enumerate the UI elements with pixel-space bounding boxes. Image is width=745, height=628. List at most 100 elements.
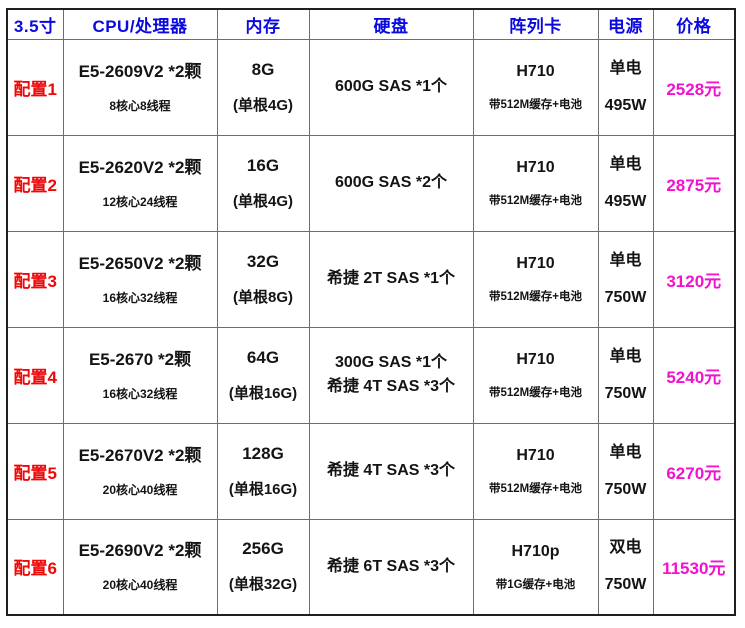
cpu-cell: E5-2670V2 *2颗 20核心40线程 [62,422,218,520]
psu-type: 单电 [609,155,642,173]
psu-type: 单电 [609,59,642,77]
disk-cell: 希捷 2T SAS *1个 [308,230,474,328]
disk-cell: 希捷 4T SAS *3个 [308,422,474,520]
ram-stick-size: (单根16G) [228,384,298,402]
header-form-factor: 3.5寸 [6,8,64,40]
config-label: 配置5 [6,422,64,520]
disk-cell: 600G SAS *1个 [308,38,474,136]
header-disk: 硬盘 [308,8,474,40]
cpu-model: E5-2609V2 *2颗 [78,61,202,81]
ram-cell: 8G (单根4G) [216,38,310,136]
config-label: 配置4 [6,326,64,424]
psu-type: 单电 [609,347,642,365]
ram-cell: 256G (单根32G) [216,518,310,616]
ram-size: 256G [242,539,284,559]
psu-cell: 双电 750W [597,518,654,616]
psu-wattage: 495W [604,96,647,114]
raid-model: H710 [516,447,555,464]
cpu-model: E5-2670 *2颗 [88,349,192,369]
table-body: 配置1 E5-2609V2 *2颗 8核心8线程 8G (单根4G) 600G … [6,38,736,616]
disk-spec-line1: 600G SAS *2个 [334,174,448,191]
psu-cell: 单电 495W [597,134,654,232]
ram-stick-size: (单根4G) [232,96,293,114]
cpu-cores-threads: 12核心24线程 [102,194,178,209]
psu-type: 双电 [609,539,642,557]
price-cell: 11530元 [652,518,736,616]
raid-cache-battery: 带512M缓存+电池 [489,195,582,207]
ram-stick-size: (单根16G) [228,480,298,498]
raid-cell: H710 带512M缓存+电池 [472,422,599,520]
psu-cell: 单电 750W [597,422,654,520]
ram-stick-size: (单根8G) [232,288,293,306]
cpu-cell: E5-2670 *2颗 16核心32线程 [62,326,218,424]
raid-model: H710p [511,542,560,560]
cpu-cores-threads: 20核心40线程 [102,482,178,497]
raid-model: H710 [516,255,555,272]
psu-type: 单电 [609,251,642,269]
ram-stick-size: (单根4G) [232,192,293,210]
ram-size: 16G [246,155,280,175]
raid-cache-battery: 带512M缓存+电池 [489,387,582,399]
psu-wattage: 750W [604,480,647,498]
config-row: 配置6 E5-2690V2 *2颗 20核心40线程 256G (单根32G) … [6,518,736,616]
psu-wattage: 750W [604,384,647,402]
config-row: 配置2 E5-2620V2 *2颗 12核心24线程 16G (单根4G) 60… [6,134,736,232]
psu-wattage: 495W [604,192,647,210]
config-label: 配置3 [6,230,64,328]
header-price: 价格 [652,8,736,40]
disk-cell: 希捷 6T SAS *3个 [308,518,474,616]
cpu-model: E5-2670V2 *2颗 [78,445,202,465]
config-label: 配置2 [6,134,64,232]
cpu-cores-threads: 8核心8线程 [109,98,171,113]
raid-cell: H710p 带1G缓存+电池 [472,518,599,616]
config-row: 配置1 E5-2609V2 *2颗 8核心8线程 8G (单根4G) 600G … [6,38,736,136]
header-raid: 阵列卡 [472,8,599,40]
ram-stick-size: (单根32G) [228,576,298,594]
raid-model: H710 [516,63,555,80]
cpu-cell: E5-2690V2 *2颗 20核心40线程 [62,518,218,616]
config-row: 配置4 E5-2670 *2颗 16核心32线程 64G (单根16G) 300… [6,326,736,424]
cpu-cores-threads: 16核心32线程 [102,386,178,401]
psu-cell: 单电 750W [597,326,654,424]
price-cell: 2528元 [652,38,736,136]
price-cell: 2875元 [652,134,736,232]
config-row: 配置5 E5-2670V2 *2颗 20核心40线程 128G (单根16G) … [6,422,736,520]
cpu-cores-threads: 20核心40线程 [102,578,178,593]
ram-size: 8G [251,59,275,79]
ram-size: 64G [246,347,280,367]
ram-cell: 32G (单根8G) [216,230,310,328]
raid-cell: H710 带512M缓存+电池 [472,230,599,328]
disk-spec-line1: 希捷 6T SAS *3个 [326,557,456,575]
cpu-model: E5-2650V2 *2颗 [78,253,202,273]
raid-cache-battery: 带512M缓存+电池 [489,483,582,495]
raid-cache-battery: 带512M缓存+电池 [489,291,582,303]
raid-cell: H710 带512M缓存+电池 [472,326,599,424]
ram-size: 128G [242,443,284,463]
cpu-model: E5-2620V2 *2颗 [78,157,202,177]
disk-spec-line1: 600G SAS *1个 [334,78,448,95]
ram-size: 32G [246,251,280,271]
disk-spec-line2: 希捷 4T SAS *3个 [326,378,456,395]
table-header: 3.5寸 CPU/处理器 内存 硬盘 阵列卡 电源 价格 [6,8,736,40]
disk-cell: 300G SAS *1个 希捷 4T SAS *3个 [308,326,474,424]
raid-cache-battery: 带512M缓存+电池 [489,99,582,111]
price-cell: 5240元 [652,326,736,424]
psu-wattage: 750W [604,288,647,306]
psu-cell: 单电 495W [597,38,654,136]
server-config-price-table: 3.5寸 CPU/处理器 内存 硬盘 阵列卡 电源 价格 配置1 E5-2609… [6,8,736,616]
config-label: 配置6 [6,518,64,616]
ram-cell: 16G (单根4G) [216,134,310,232]
raid-cell: H710 带512M缓存+电池 [472,38,599,136]
raid-model: H710 [516,351,555,368]
price-cell: 6270元 [652,422,736,520]
psu-wattage: 750W [604,576,647,594]
header-row: 3.5寸 CPU/处理器 内存 硬盘 阵列卡 电源 价格 [6,8,736,40]
config-label: 配置1 [6,38,64,136]
cpu-cores-threads: 16核心32线程 [102,290,178,305]
cpu-cell: E5-2609V2 *2颗 8核心8线程 [62,38,218,136]
price-cell: 3120元 [652,230,736,328]
disk-spec-line1: 300G SAS *1个 [334,354,448,371]
cpu-cell: E5-2650V2 *2颗 16核心32线程 [62,230,218,328]
psu-type: 单电 [609,443,642,461]
disk-spec-line1: 希捷 2T SAS *1个 [326,270,456,287]
